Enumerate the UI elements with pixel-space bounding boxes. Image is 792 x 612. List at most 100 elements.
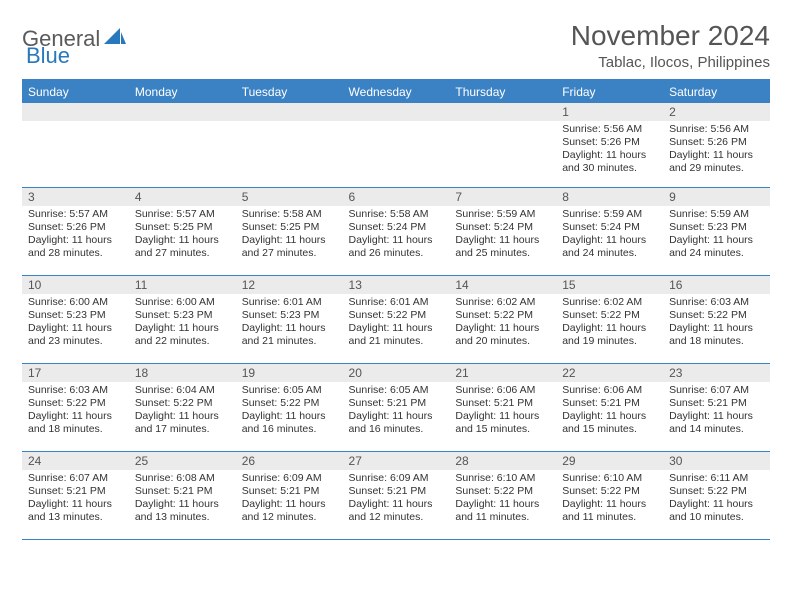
day-details: Sunrise: 6:10 AMSunset: 5:22 PMDaylight:… bbox=[556, 470, 663, 529]
calendar-day: 7Sunrise: 5:59 AMSunset: 5:24 PMDaylight… bbox=[449, 187, 556, 275]
day-number: 16 bbox=[663, 276, 770, 294]
day-number: 4 bbox=[129, 188, 236, 206]
calendar-day: 15Sunrise: 6:02 AMSunset: 5:22 PMDayligh… bbox=[556, 275, 663, 363]
calendar-week: 1Sunrise: 5:56 AMSunset: 5:26 PMDaylight… bbox=[22, 103, 770, 187]
day-number bbox=[449, 103, 556, 121]
calendar-day: 4Sunrise: 5:57 AMSunset: 5:25 PMDaylight… bbox=[129, 187, 236, 275]
calendar-week: 17Sunrise: 6:03 AMSunset: 5:22 PMDayligh… bbox=[22, 363, 770, 451]
day-details: Sunrise: 6:05 AMSunset: 5:21 PMDaylight:… bbox=[343, 382, 450, 441]
day-number: 15 bbox=[556, 276, 663, 294]
day-header: Friday bbox=[556, 81, 663, 103]
day-details: Sunrise: 5:56 AMSunset: 5:26 PMDaylight:… bbox=[556, 121, 663, 180]
day-details: Sunrise: 6:03 AMSunset: 5:22 PMDaylight:… bbox=[22, 382, 129, 441]
calendar-day: 1Sunrise: 5:56 AMSunset: 5:26 PMDaylight… bbox=[556, 103, 663, 187]
calendar-day: 20Sunrise: 6:05 AMSunset: 5:21 PMDayligh… bbox=[343, 363, 450, 451]
calendar-day: 28Sunrise: 6:10 AMSunset: 5:22 PMDayligh… bbox=[449, 451, 556, 539]
day-number: 23 bbox=[663, 364, 770, 382]
day-number: 20 bbox=[343, 364, 450, 382]
day-details: Sunrise: 5:56 AMSunset: 5:26 PMDaylight:… bbox=[663, 121, 770, 180]
day-details: Sunrise: 6:06 AMSunset: 5:21 PMDaylight:… bbox=[449, 382, 556, 441]
day-number: 22 bbox=[556, 364, 663, 382]
calendar-day: 21Sunrise: 6:06 AMSunset: 5:21 PMDayligh… bbox=[449, 363, 556, 451]
day-number: 14 bbox=[449, 276, 556, 294]
day-header: Tuesday bbox=[236, 81, 343, 103]
page-subtitle: Tablac, Ilocos, Philippines bbox=[571, 54, 770, 71]
day-header: Thursday bbox=[449, 81, 556, 103]
calendar-day: 26Sunrise: 6:09 AMSunset: 5:21 PMDayligh… bbox=[236, 451, 343, 539]
day-number bbox=[343, 103, 450, 121]
day-number: 28 bbox=[449, 452, 556, 470]
calendar-day bbox=[236, 103, 343, 187]
calendar-day: 6Sunrise: 5:58 AMSunset: 5:24 PMDaylight… bbox=[343, 187, 450, 275]
day-details: Sunrise: 6:02 AMSunset: 5:22 PMDaylight:… bbox=[556, 294, 663, 353]
day-details: Sunrise: 6:01 AMSunset: 5:23 PMDaylight:… bbox=[236, 294, 343, 353]
day-header: Monday bbox=[129, 81, 236, 103]
day-number: 19 bbox=[236, 364, 343, 382]
calendar-week: 10Sunrise: 6:00 AMSunset: 5:23 PMDayligh… bbox=[22, 275, 770, 363]
day-details: Sunrise: 6:02 AMSunset: 5:22 PMDaylight:… bbox=[449, 294, 556, 353]
day-details: Sunrise: 6:04 AMSunset: 5:22 PMDaylight:… bbox=[129, 382, 236, 441]
day-details: Sunrise: 6:11 AMSunset: 5:22 PMDaylight:… bbox=[663, 470, 770, 529]
day-details: Sunrise: 5:59 AMSunset: 5:24 PMDaylight:… bbox=[556, 206, 663, 265]
day-details: Sunrise: 5:57 AMSunset: 5:26 PMDaylight:… bbox=[22, 206, 129, 265]
title-block: November 2024 Tablac, Ilocos, Philippine… bbox=[571, 20, 770, 71]
calendar-head: SundayMondayTuesdayWednesdayThursdayFrid… bbox=[22, 81, 770, 103]
calendar-week: 24Sunrise: 6:07 AMSunset: 5:21 PMDayligh… bbox=[22, 451, 770, 539]
day-details: Sunrise: 5:58 AMSunset: 5:24 PMDaylight:… bbox=[343, 206, 450, 265]
calendar-day bbox=[22, 103, 129, 187]
calendar-day: 11Sunrise: 6:00 AMSunset: 5:23 PMDayligh… bbox=[129, 275, 236, 363]
day-number: 2 bbox=[663, 103, 770, 121]
calendar-day: 16Sunrise: 6:03 AMSunset: 5:22 PMDayligh… bbox=[663, 275, 770, 363]
day-number: 21 bbox=[449, 364, 556, 382]
day-details: Sunrise: 6:10 AMSunset: 5:22 PMDaylight:… bbox=[449, 470, 556, 529]
day-details: Sunrise: 6:01 AMSunset: 5:22 PMDaylight:… bbox=[343, 294, 450, 353]
sail-icon bbox=[104, 28, 126, 51]
day-details: Sunrise: 5:59 AMSunset: 5:24 PMDaylight:… bbox=[449, 206, 556, 265]
calendar-day: 13Sunrise: 6:01 AMSunset: 5:22 PMDayligh… bbox=[343, 275, 450, 363]
day-details: Sunrise: 6:07 AMSunset: 5:21 PMDaylight:… bbox=[663, 382, 770, 441]
day-number: 27 bbox=[343, 452, 450, 470]
calendar-day: 23Sunrise: 6:07 AMSunset: 5:21 PMDayligh… bbox=[663, 363, 770, 451]
day-details: Sunrise: 5:59 AMSunset: 5:23 PMDaylight:… bbox=[663, 206, 770, 265]
calendar-page: General November 2024 Tablac, Ilocos, Ph… bbox=[0, 0, 792, 550]
day-number: 3 bbox=[22, 188, 129, 206]
day-number: 26 bbox=[236, 452, 343, 470]
calendar-day bbox=[129, 103, 236, 187]
day-number: 6 bbox=[343, 188, 450, 206]
calendar-day: 25Sunrise: 6:08 AMSunset: 5:21 PMDayligh… bbox=[129, 451, 236, 539]
day-number: 24 bbox=[22, 452, 129, 470]
calendar-day: 18Sunrise: 6:04 AMSunset: 5:22 PMDayligh… bbox=[129, 363, 236, 451]
calendar-day: 12Sunrise: 6:01 AMSunset: 5:23 PMDayligh… bbox=[236, 275, 343, 363]
day-number: 7 bbox=[449, 188, 556, 206]
day-number: 5 bbox=[236, 188, 343, 206]
calendar-day: 5Sunrise: 5:58 AMSunset: 5:25 PMDaylight… bbox=[236, 187, 343, 275]
day-details: Sunrise: 6:03 AMSunset: 5:22 PMDaylight:… bbox=[663, 294, 770, 353]
calendar-day: 27Sunrise: 6:09 AMSunset: 5:21 PMDayligh… bbox=[343, 451, 450, 539]
day-details: Sunrise: 6:00 AMSunset: 5:23 PMDaylight:… bbox=[129, 294, 236, 353]
day-number bbox=[129, 103, 236, 121]
day-number: 8 bbox=[556, 188, 663, 206]
calendar-body: 1Sunrise: 5:56 AMSunset: 5:26 PMDaylight… bbox=[22, 103, 770, 539]
calendar-day: 14Sunrise: 6:02 AMSunset: 5:22 PMDayligh… bbox=[449, 275, 556, 363]
day-number: 18 bbox=[129, 364, 236, 382]
day-header: Wednesday bbox=[343, 81, 450, 103]
day-number: 13 bbox=[343, 276, 450, 294]
day-details: Sunrise: 6:09 AMSunset: 5:21 PMDaylight:… bbox=[343, 470, 450, 529]
day-number: 29 bbox=[556, 452, 663, 470]
page-title: November 2024 bbox=[571, 20, 770, 52]
day-number: 9 bbox=[663, 188, 770, 206]
day-number bbox=[236, 103, 343, 121]
day-details: Sunrise: 6:00 AMSunset: 5:23 PMDaylight:… bbox=[22, 294, 129, 353]
day-number: 11 bbox=[129, 276, 236, 294]
calendar-day: 3Sunrise: 5:57 AMSunset: 5:26 PMDaylight… bbox=[22, 187, 129, 275]
day-number: 17 bbox=[22, 364, 129, 382]
day-header: Saturday bbox=[663, 81, 770, 103]
day-number: 30 bbox=[663, 452, 770, 470]
day-details: Sunrise: 6:05 AMSunset: 5:22 PMDaylight:… bbox=[236, 382, 343, 441]
calendar-day bbox=[449, 103, 556, 187]
calendar-day: 17Sunrise: 6:03 AMSunset: 5:22 PMDayligh… bbox=[22, 363, 129, 451]
day-details: Sunrise: 6:09 AMSunset: 5:21 PMDaylight:… bbox=[236, 470, 343, 529]
day-number: 1 bbox=[556, 103, 663, 121]
calendar-day: 2Sunrise: 5:56 AMSunset: 5:26 PMDaylight… bbox=[663, 103, 770, 187]
calendar-week: 3Sunrise: 5:57 AMSunset: 5:26 PMDaylight… bbox=[22, 187, 770, 275]
